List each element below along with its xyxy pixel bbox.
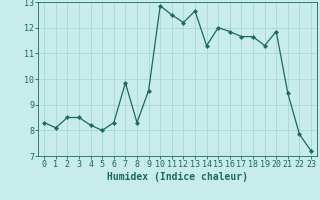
X-axis label: Humidex (Indice chaleur): Humidex (Indice chaleur) bbox=[107, 172, 248, 182]
